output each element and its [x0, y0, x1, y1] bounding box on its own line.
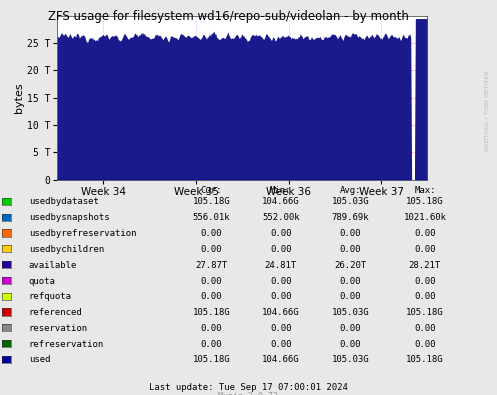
- Text: 0.00: 0.00: [414, 276, 436, 286]
- Text: usedbyrefreservation: usedbyrefreservation: [29, 229, 136, 238]
- Text: 105.18G: 105.18G: [192, 356, 230, 365]
- Text: usedbysnapshots: usedbysnapshots: [29, 213, 109, 222]
- Text: 0.00: 0.00: [200, 229, 222, 238]
- Text: 0.00: 0.00: [414, 324, 436, 333]
- Text: 105.18G: 105.18G: [406, 198, 444, 207]
- Text: available: available: [29, 261, 77, 270]
- Text: 0.00: 0.00: [200, 340, 222, 349]
- Text: referenced: referenced: [29, 308, 83, 317]
- Text: 0.00: 0.00: [339, 324, 361, 333]
- Text: 105.03G: 105.03G: [331, 198, 369, 207]
- Text: 789.69k: 789.69k: [331, 213, 369, 222]
- Text: Last update: Tue Sep 17 07:00:01 2024: Last update: Tue Sep 17 07:00:01 2024: [149, 383, 348, 392]
- Text: 0.00: 0.00: [270, 292, 292, 301]
- Text: 0.00: 0.00: [270, 324, 292, 333]
- Text: 105.18G: 105.18G: [192, 198, 230, 207]
- Text: Max:: Max:: [414, 186, 436, 196]
- Text: quota: quota: [29, 276, 56, 286]
- Text: refquota: refquota: [29, 292, 72, 301]
- Text: 0.00: 0.00: [339, 245, 361, 254]
- Text: 105.18G: 105.18G: [406, 356, 444, 365]
- Text: 26.20T: 26.20T: [334, 261, 366, 270]
- Text: 0.00: 0.00: [270, 276, 292, 286]
- Text: 0.00: 0.00: [414, 229, 436, 238]
- Text: 0.00: 0.00: [414, 292, 436, 301]
- Text: 28.21T: 28.21T: [409, 261, 441, 270]
- Text: RRDTOOL / TOBI OETIKER: RRDTOOL / TOBI OETIKER: [485, 70, 490, 151]
- Text: 0.00: 0.00: [339, 229, 361, 238]
- Text: 27.87T: 27.87T: [195, 261, 227, 270]
- Text: usedbydataset: usedbydataset: [29, 198, 99, 207]
- Text: 0.00: 0.00: [414, 340, 436, 349]
- Text: used: used: [29, 356, 50, 365]
- Text: 104.66G: 104.66G: [262, 356, 300, 365]
- Text: 105.03G: 105.03G: [331, 356, 369, 365]
- Text: 24.81T: 24.81T: [265, 261, 297, 270]
- Text: Munin 2.0.73: Munin 2.0.73: [219, 392, 278, 395]
- Text: 0.00: 0.00: [200, 276, 222, 286]
- Text: 105.03G: 105.03G: [331, 308, 369, 317]
- Text: 0.00: 0.00: [339, 340, 361, 349]
- Text: 0.00: 0.00: [200, 245, 222, 254]
- Text: ZFS usage for filesystem wd16/repo-sub/videolan - by month: ZFS usage for filesystem wd16/repo-sub/v…: [48, 10, 409, 23]
- Text: 105.18G: 105.18G: [192, 308, 230, 317]
- Text: 104.66G: 104.66G: [262, 308, 300, 317]
- Text: 552.00k: 552.00k: [262, 213, 300, 222]
- Text: Avg:: Avg:: [339, 186, 361, 196]
- Text: refreservation: refreservation: [29, 340, 104, 349]
- Text: 0.00: 0.00: [200, 292, 222, 301]
- Text: 0.00: 0.00: [270, 245, 292, 254]
- Text: 105.18G: 105.18G: [406, 308, 444, 317]
- Text: Min:: Min:: [270, 186, 292, 196]
- Text: usedbychildren: usedbychildren: [29, 245, 104, 254]
- Text: 1021.60k: 1021.60k: [404, 213, 446, 222]
- Text: 0.00: 0.00: [414, 245, 436, 254]
- Y-axis label: bytes: bytes: [14, 83, 24, 113]
- Text: 0.00: 0.00: [270, 229, 292, 238]
- Text: 0.00: 0.00: [339, 276, 361, 286]
- Text: 556.01k: 556.01k: [192, 213, 230, 222]
- Text: 104.66G: 104.66G: [262, 198, 300, 207]
- Text: 0.00: 0.00: [339, 292, 361, 301]
- Text: 0.00: 0.00: [200, 324, 222, 333]
- Text: Cur:: Cur:: [200, 186, 222, 196]
- Text: reservation: reservation: [29, 324, 88, 333]
- Text: 0.00: 0.00: [270, 340, 292, 349]
